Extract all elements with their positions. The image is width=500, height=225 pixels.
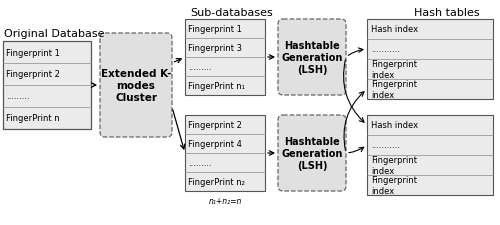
Text: n₁+n₂=n: n₁+n₂=n bbox=[208, 196, 242, 205]
Text: Original Database: Original Database bbox=[4, 29, 104, 39]
Text: Sub-databases: Sub-databases bbox=[190, 8, 274, 18]
Bar bbox=[185, 115, 265, 191]
Bar bbox=[3, 42, 91, 129]
Text: Fingerprint 3: Fingerprint 3 bbox=[188, 44, 242, 53]
Text: Fingerprint
index: Fingerprint index bbox=[371, 176, 417, 195]
Bar bbox=[367, 20, 493, 99]
Text: FingerPrint n₁: FingerPrint n₁ bbox=[188, 82, 245, 91]
Text: Fingerprint 1: Fingerprint 1 bbox=[188, 25, 242, 34]
Text: Hash tables: Hash tables bbox=[414, 8, 480, 18]
FancyBboxPatch shape bbox=[278, 20, 346, 96]
Text: Hash index: Hash index bbox=[371, 25, 418, 34]
Text: FingerPrint n₂: FingerPrint n₂ bbox=[188, 177, 245, 186]
Text: .........: ......... bbox=[188, 63, 212, 72]
Text: Hashtable
Generation
(LSH): Hashtable Generation (LSH) bbox=[282, 41, 343, 74]
Text: .........: ......... bbox=[6, 92, 30, 101]
Text: Fingerprint
index: Fingerprint index bbox=[371, 156, 417, 175]
Text: Fingerprint
index: Fingerprint index bbox=[371, 80, 417, 99]
FancyBboxPatch shape bbox=[278, 115, 346, 191]
Text: Fingerprint 2: Fingerprint 2 bbox=[188, 120, 242, 129]
Text: Extended K-
modes
Cluster: Extended K- modes Cluster bbox=[101, 69, 171, 102]
Text: Hash index: Hash index bbox=[371, 121, 418, 130]
Bar bbox=[367, 115, 493, 195]
Text: Hashtable
Generation
(LSH): Hashtable Generation (LSH) bbox=[282, 137, 343, 170]
FancyBboxPatch shape bbox=[100, 34, 172, 137]
Text: ...........: ........... bbox=[371, 45, 400, 54]
Bar bbox=[185, 20, 265, 96]
Text: Fingerprint 4: Fingerprint 4 bbox=[188, 139, 242, 148]
Text: Fingerprint 2: Fingerprint 2 bbox=[6, 70, 60, 79]
Text: Fingerprint 1: Fingerprint 1 bbox=[6, 48, 60, 57]
Text: ...........: ........... bbox=[371, 141, 400, 150]
Text: Fingerprint
index: Fingerprint index bbox=[371, 60, 417, 79]
Text: FingerPrint n: FingerPrint n bbox=[6, 114, 60, 123]
Text: .........: ......... bbox=[188, 158, 212, 167]
